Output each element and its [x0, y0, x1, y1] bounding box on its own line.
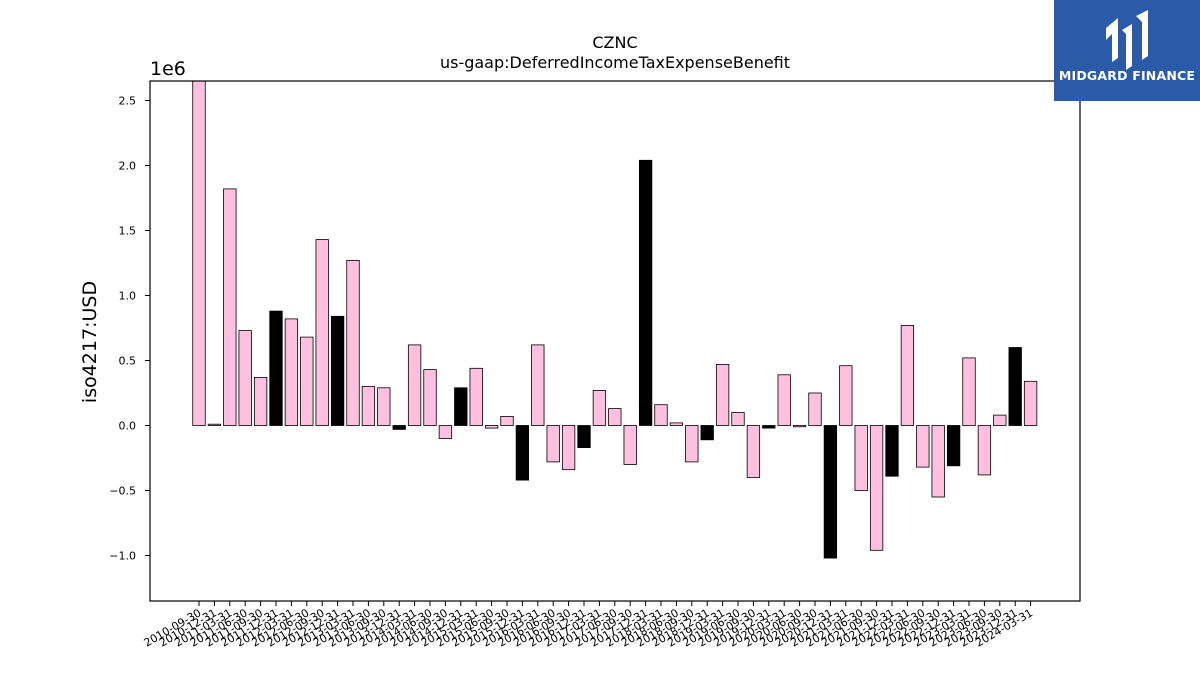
logo-symbol [1106, 10, 1148, 70]
logo-mark-icon [1054, 0, 1200, 101]
midgard-finance-logo: MIDGARD FINANCE [1054, 0, 1200, 101]
bar-2020-06-30 [792, 425, 807, 428]
x-ticks-group: 2010-09-302010-12-312011-03-312011-06-30… [142, 601, 1035, 650]
bar-2012-12-31 [330, 315, 345, 426]
bar-2010-12-31 [207, 423, 222, 426]
bar-2018-03-31 [654, 404, 668, 426]
bar-2011-03-31 [223, 188, 237, 426]
bar-2020-09-30 [808, 392, 822, 426]
bar-2015-12-31 [515, 425, 530, 481]
bar-2013-03-31 [346, 259, 360, 426]
bar-2016-03-31 [531, 344, 545, 426]
logo-text: MIDGARD FINANCE [1058, 68, 1196, 83]
bar-2016-06-30 [546, 425, 560, 463]
bar-2017-09-30 [623, 425, 637, 465]
bar-2016-09-30 [561, 425, 576, 471]
bars-group [192, 80, 1038, 559]
bar-2019-03-31 [715, 363, 730, 426]
bar-2018-06-30 [669, 422, 684, 426]
bar-2022-06-30 [916, 425, 930, 468]
bar-2023-12-31 [1008, 347, 1022, 426]
y-tick-label: 2.5 [119, 95, 137, 108]
y-axis-label: iso4217:USD [79, 281, 101, 403]
bar-2014-06-30 [423, 369, 437, 426]
bar-2021-06-30 [854, 425, 868, 491]
y-tick-label: 1.0 [119, 290, 137, 303]
bar-2015-03-31 [469, 367, 483, 426]
bar-2022-12-31 [946, 425, 961, 467]
bar-2017-06-30 [608, 408, 622, 426]
bar-2011-09-30 [253, 376, 268, 426]
bar-2023-09-30 [993, 414, 1007, 426]
y-offset-label: 1e6 [150, 58, 186, 80]
bar-2013-12-31 [392, 425, 406, 430]
bar-2012-09-30 [315, 239, 329, 426]
bar-2019-09-30 [746, 425, 761, 478]
bar-2013-09-30 [377, 387, 391, 426]
bar-2017-12-31 [638, 159, 653, 426]
bar-2012-03-31 [284, 318, 299, 426]
bar-2020-12-31 [823, 425, 838, 559]
bar-2021-03-31 [839, 365, 853, 426]
y-tick-label: 0.0 [119, 420, 137, 433]
bar-2022-09-30 [931, 425, 945, 498]
y-tick-label: 1.5 [119, 225, 137, 238]
chart-title: CZNC [592, 33, 637, 52]
bar-2014-03-31 [407, 344, 422, 426]
bar-2010-09-30 [192, 80, 206, 426]
plot-frame [149, 80, 1081, 602]
bar-2014-09-30 [438, 425, 453, 439]
bar-2017-03-31 [592, 389, 607, 426]
y-tick-label: −0.5 [109, 485, 136, 498]
bar-2023-03-31 [962, 357, 976, 426]
bar-2018-09-30 [685, 425, 699, 463]
bar-2023-06-30 [977, 425, 992, 476]
bar-2012-06-30 [300, 336, 314, 426]
chart-subtitle: us-gaap:DeferredIncomeTaxExpenseBenefit [440, 53, 790, 72]
bar-2016-12-31 [577, 425, 591, 449]
bar-2019-06-30 [731, 412, 745, 426]
bar-2015-09-30 [500, 415, 514, 426]
bar-2014-12-31 [454, 387, 468, 426]
y-tick-label: 0.5 [119, 355, 137, 368]
bar-2011-12-31 [269, 310, 283, 426]
y-tick-label: −1.0 [109, 550, 136, 563]
bar-2021-09-30 [869, 425, 884, 551]
bar-2019-12-31 [762, 425, 776, 429]
bar-2020-03-31 [777, 374, 791, 426]
y-ticks-group: −1.0 −0.5 0.0 0.5 1.0 1.5 2.0 2.5 [109, 95, 150, 563]
bar-2011-06-30 [238, 330, 252, 426]
bar-2015-06-30 [484, 425, 499, 429]
bar-2024-03-31 [1023, 380, 1038, 426]
bar-2021-12-31 [885, 425, 899, 477]
y-tick-label: 2.0 [119, 160, 137, 173]
bar-2022-03-31 [900, 324, 915, 426]
bar-2018-12-31 [700, 425, 714, 441]
bar-2013-06-30 [361, 386, 376, 426]
